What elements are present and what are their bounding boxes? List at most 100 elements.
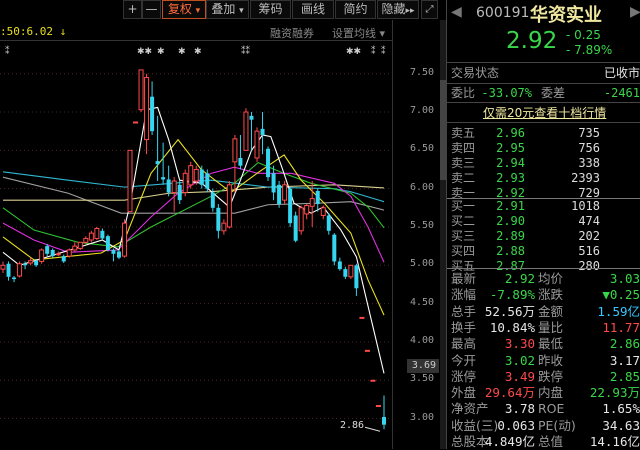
stat-value: 29.64万 (484, 385, 535, 401)
candle-body (161, 177, 166, 180)
ask-row: 卖四 2.95 756 (451, 140, 640, 156)
candle-body (0, 264, 6, 270)
info-marker-icon: ⁑ (371, 47, 376, 57)
bid-price: 2.87 (496, 259, 525, 273)
info-marker-icon: ⁑ (5, 47, 10, 57)
bid-volume: 474 (578, 214, 600, 228)
ask-volume: 338 (578, 156, 600, 170)
ma5-line (2, 106, 385, 374)
ask-label: 卖三 (451, 156, 476, 170)
info-marker-icon: ✱ (194, 47, 202, 57)
candle-body (364, 349, 370, 352)
bid-label: 买二 (451, 214, 476, 228)
ask-row: 卖三 2.94 338 (451, 155, 640, 171)
ten-level-quote-link[interactable]: 仅需20元查看十档行情 (483, 106, 607, 120)
candle-body (232, 138, 238, 163)
stock-name: 华资实业 (530, 5, 602, 26)
info-marker-icon: ✱✱ (346, 47, 362, 57)
info-marker-icon: ✱ (178, 47, 186, 57)
y-tick-label: 3.50 (410, 373, 435, 385)
bid-label: 买四 (451, 244, 476, 258)
candle-body (55, 253, 61, 256)
stat-row: 涨停 3.49 跌停 2.85 (451, 369, 640, 385)
ma-value: :50:6.02 (0, 25, 53, 38)
scrollbar[interactable] (440, 20, 446, 449)
candle-body (359, 316, 365, 319)
candle-body (288, 188, 293, 224)
y-tick-label: 3.00 (410, 411, 435, 423)
candle-body (12, 277, 17, 280)
stat-value: ▼0.25 (602, 287, 640, 303)
bid-price: 2.90 (496, 214, 525, 228)
fuquan-label: 复权 (167, 2, 192, 16)
panel-divider (446, 0, 447, 449)
fuquan-dropdown[interactable]: 复权 ▾ (162, 0, 206, 19)
candle-body (337, 261, 342, 270)
candle-body (298, 207, 304, 232)
divider (447, 122, 640, 123)
bid-row: 买五 2.87 280 (451, 258, 640, 274)
ask-price: 2.92 (496, 186, 525, 200)
stat-row: 最高 3.30 最低 2.86 (451, 336, 640, 352)
stat-label: 昨收 (538, 352, 564, 368)
stat-value: 4.849亿 (484, 434, 535, 449)
stat-row: 外盘 29.64万 内盘 22.93万 (451, 385, 640, 401)
stat-label: 均价 (538, 271, 564, 286)
candle-body (133, 121, 139, 124)
bid-volume: 516 (578, 244, 600, 258)
ask-label: 卖四 (451, 141, 476, 155)
stat-label: 收益(三) (451, 417, 499, 433)
y-tick-label: 7.50 (410, 66, 435, 78)
candle-body (171, 180, 177, 193)
draw-line-button[interactable]: 画线 (292, 0, 334, 19)
ask-price: 2.96 (496, 126, 525, 140)
stat-label: 涨跌 (538, 287, 564, 303)
candle-body (382, 417, 386, 425)
stat-value: 3.30 (504, 336, 535, 352)
candle-body (150, 96, 155, 132)
candle-body (304, 205, 310, 215)
prev-stock-arrow-icon[interactable]: ◀ (451, 4, 462, 20)
stat-label: 总值 (538, 434, 564, 449)
stat-row: 今开 3.02 昨收 3.17 (451, 353, 640, 369)
bid-row: 买二 2.90 474 (451, 213, 640, 229)
margin-trading-link[interactable]: 融资融券 (270, 27, 314, 40)
simple-button[interactable]: 简约 (335, 0, 376, 19)
kline-chart[interactable] (0, 0, 392, 449)
zoom-out-button[interactable]: — (142, 0, 161, 19)
ma250-line (2, 176, 385, 214)
candle-body (249, 115, 254, 120)
candle-body (17, 263, 23, 277)
expand-icon[interactable]: ⤢ (421, 0, 438, 19)
hide-button[interactable]: 隐藏▸▸ (377, 0, 419, 19)
candle-body (83, 237, 89, 243)
bid-price: 2.88 (496, 244, 525, 258)
scrollbar-thumb[interactable] (440, 80, 446, 180)
order-diff-label: 委差 (541, 86, 566, 100)
order-ratio-value: -33.07% (481, 86, 532, 100)
divider (447, 62, 640, 63)
next-stock-arrow-icon[interactable]: ▶ (630, 4, 640, 20)
candle-body (354, 265, 359, 289)
stat-value: 1.65% (602, 401, 640, 417)
candle-body (111, 249, 116, 254)
set-ma-dropdown[interactable]: 设置均线 ▾ (332, 27, 386, 40)
zoom-in-button[interactable]: + (123, 0, 142, 19)
candle-body (166, 179, 171, 193)
candle-body (271, 173, 276, 193)
candle-body (205, 173, 210, 189)
candle-body (266, 148, 271, 178)
stat-label: ROE (538, 401, 565, 417)
ask-row: 卖二 2.93 2393 (451, 170, 640, 186)
candle-body (72, 245, 78, 251)
stat-value: 3.02 (504, 352, 535, 368)
ask-price: 2.93 (496, 171, 525, 185)
bid-volume: 280 (578, 259, 600, 273)
candle-body (88, 232, 94, 241)
overlay-dropdown[interactable]: 叠加 ▾ (206, 0, 249, 19)
chips-button[interactable]: 筹码 (250, 0, 291, 19)
stat-label: 最新 (451, 271, 477, 286)
arrow-down-icon: ↓ (59, 25, 67, 38)
ask-row: 卖五 2.96 735 (451, 125, 640, 141)
bid-row: 买四 2.88 516 (451, 243, 640, 259)
